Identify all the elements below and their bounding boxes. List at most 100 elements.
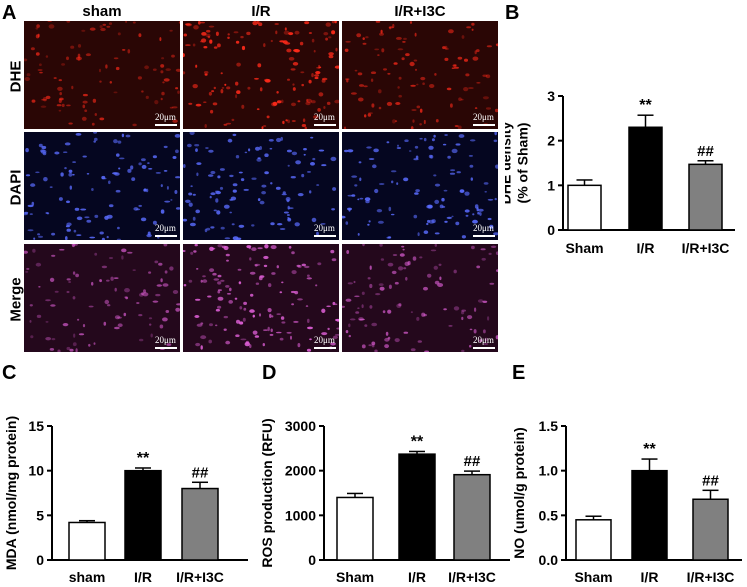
micrograph-merge-ir-i3c: 20μm: [342, 244, 498, 352]
scale-bar-line: [473, 124, 495, 126]
significance-label-i-r-i3c: ##: [697, 143, 714, 160]
y-tick-label: 1000: [285, 507, 316, 523]
significance-label-i-r-i3c: ##: [192, 464, 209, 481]
row-label-merge: Merge: [7, 277, 25, 322]
row-label-dhe: DHE: [7, 60, 25, 93]
y-axis-label: (% of Sham): [515, 123, 531, 204]
bar-i-r-i3c: [181, 487, 219, 561]
y-tick-label: 1.0: [539, 463, 559, 479]
y-tick-label: 0.0: [539, 552, 559, 568]
y-tick-label: 0: [36, 552, 44, 568]
scale-bar-line: [314, 235, 336, 237]
category-label-i-r: I/R: [637, 240, 655, 256]
significance-label-i-r: **: [643, 441, 656, 458]
y-tick-label: 2: [547, 133, 555, 149]
category-label-i-r-i3c: I/R+I3C: [448, 569, 496, 585]
bar-i-r: [124, 469, 162, 561]
y-axis-label: NO (umol/g protein): [511, 427, 527, 558]
significance-label-i-r: **: [639, 97, 652, 114]
panel-letter-b: B: [505, 2, 520, 24]
panel-letter-e: E: [512, 362, 526, 384]
y-tick-label: 2000: [285, 463, 316, 479]
y-tick-label: 5: [36, 507, 44, 523]
ros-production-chart: 0 1000 2000 3000 ROS production (RFU) Sham I/R…: [259, 418, 510, 585]
panel-letter-d: D: [262, 362, 277, 384]
scale-bar-label: 20μm: [155, 223, 176, 233]
y-tick-label: 10: [28, 463, 44, 479]
y-axis-label: DHE density: [505, 122, 514, 205]
scale-bar-line: [155, 347, 177, 349]
panel-letter-a: A: [2, 2, 17, 24]
scale-bar-label: 20μm: [473, 223, 494, 233]
scale-bar-label: 20μm: [314, 335, 335, 345]
mda-chart: 0 5 10 15 MDA (nmol/mg protein) sham I/R ** I/R+…: [3, 416, 248, 585]
significance-label-i-r: **: [411, 433, 424, 450]
y-tick-label: 1: [547, 177, 555, 193]
bar-i-r-i3c: [453, 473, 491, 561]
bar-i-r: [631, 469, 668, 561]
bar-sham: [336, 496, 374, 561]
micrograph-dhe-ir: 20μm: [183, 21, 339, 129]
micrograph-dhe-sham: 20μm: [24, 21, 180, 129]
scale-bar-label: 20μm: [155, 112, 176, 122]
category-label-sham: sham: [69, 569, 106, 585]
scale-bar: 20μm: [155, 112, 177, 126]
column-label-sham: sham: [82, 3, 122, 20]
scale-bar: 20μm: [473, 112, 495, 126]
significance-label-i-r: **: [137, 450, 150, 467]
column-label-ir: I/R: [251, 3, 271, 20]
scale-bar-line: [473, 347, 495, 349]
scale-bar: 20μm: [155, 223, 177, 237]
scale-bar-label: 20μm: [473, 112, 494, 122]
y-axis-label: MDA (nmol/mg protein): [3, 416, 19, 570]
category-label-sham: Sham: [565, 240, 603, 256]
category-label-sham: Sham: [336, 569, 374, 585]
micrograph-merge-sham: 20μm: [24, 244, 180, 352]
y-tick-label: 15: [28, 418, 44, 434]
scale-bar-line: [155, 235, 177, 237]
micrograph-dapi-ir-i3c: 20μm: [342, 132, 498, 240]
bar-i-r: [398, 453, 436, 561]
bar-sham: [575, 519, 612, 561]
no-chart: 0.0 0.5 1.0 1.5 NO (umol/g protein) Sham I/R **…: [511, 418, 742, 585]
scale-bar-line: [314, 347, 336, 349]
scale-bar-line: [314, 124, 336, 126]
y-axis-label: ROS production (RFU): [259, 418, 275, 567]
y-tick-label: 3: [547, 88, 555, 104]
bar-i-r-i3c: [688, 163, 723, 231]
panel-letter-c: C: [2, 362, 17, 384]
bar-i-r-i3c: [692, 498, 729, 561]
category-label-i-r: I/R: [641, 569, 659, 585]
significance-label-i-r-i3c: ##: [702, 472, 719, 489]
category-label-i-r-i3c: I/R+I3C: [687, 569, 735, 585]
scale-bar: 20μm: [473, 223, 495, 237]
scale-bar: 20μm: [473, 335, 495, 349]
scale-bar-line: [473, 235, 495, 237]
dhe-density-chart: 0 1 2 3 DHE density (% of Sham) Sham I/R ** I/R+I…: [505, 88, 735, 256]
scale-bar: 20μm: [155, 335, 177, 349]
column-label-ir-i3c: I/R+I3C: [394, 3, 446, 20]
scale-bar-line: [155, 124, 177, 126]
micrograph-dhe-ir-i3c: 20μm: [342, 21, 498, 129]
micrograph-dapi-ir: 20μm: [183, 132, 339, 240]
category-label-i-r: I/R: [134, 569, 152, 585]
scale-bar-label: 20μm: [155, 335, 176, 345]
micrograph-dapi-sham: 20μm: [24, 132, 180, 240]
row-label-dapi: DAPI: [7, 169, 25, 206]
category-label-i-r: I/R: [408, 569, 426, 585]
scale-bar-label: 20μm: [314, 112, 335, 122]
y-tick-label: 0: [547, 222, 555, 238]
bar-sham: [68, 521, 106, 561]
category-label-sham: Sham: [574, 569, 612, 585]
scale-bar: 20μm: [314, 112, 336, 126]
y-tick-label: 1.5: [539, 418, 559, 434]
scale-bar: 20μm: [314, 223, 336, 237]
y-tick-label: 0: [308, 552, 316, 568]
scale-bar-label: 20μm: [473, 335, 494, 345]
y-tick-label: 3000: [285, 418, 316, 434]
bar-sham: [567, 184, 602, 231]
y-tick-label: 0.5: [539, 507, 559, 523]
bar-i-r: [628, 126, 663, 231]
micrograph-merge-ir: 20μm: [183, 244, 339, 352]
scale-bar: 20μm: [314, 335, 336, 349]
